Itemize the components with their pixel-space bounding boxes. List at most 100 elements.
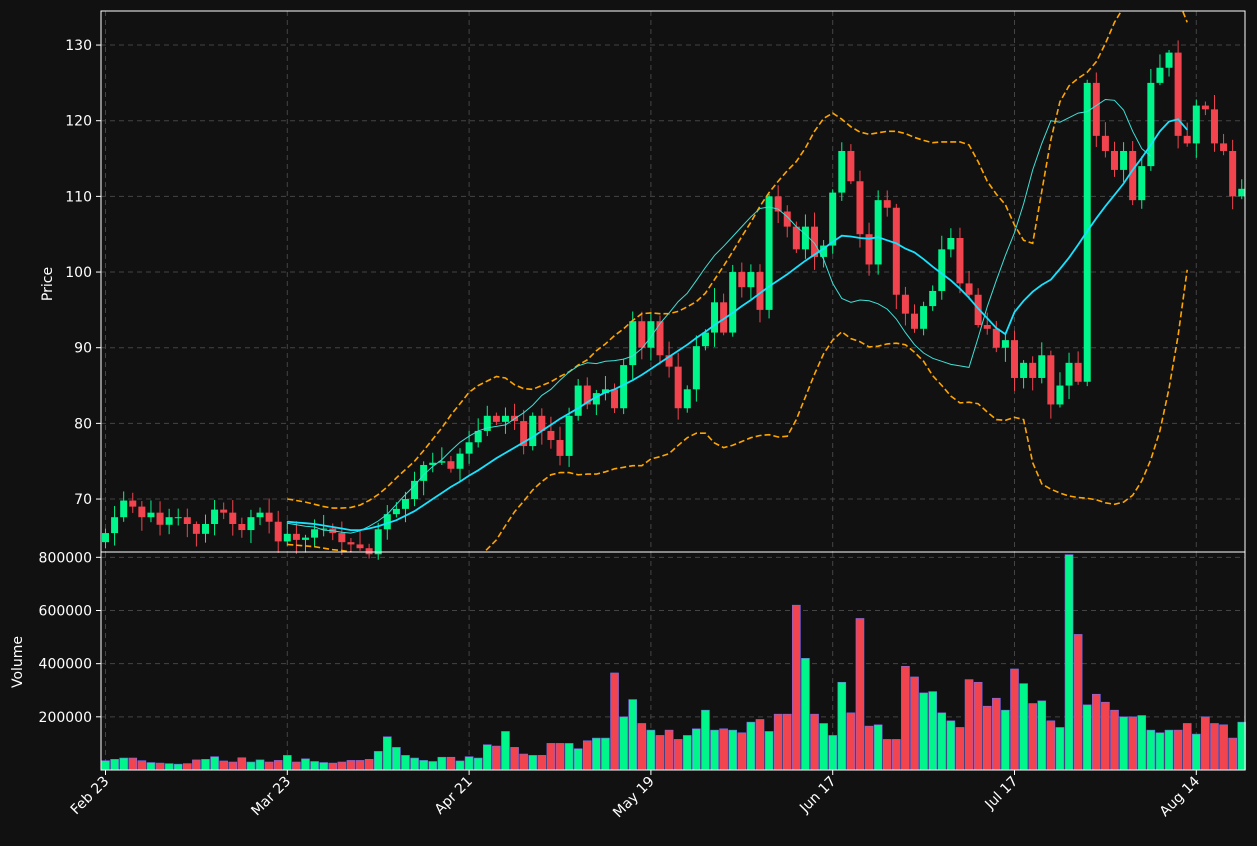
volume-bar — [337, 761, 347, 771]
candle-body — [274, 521, 282, 542]
volume-bar — [882, 739, 892, 771]
candle-body — [729, 272, 737, 333]
volume-bar — [755, 719, 765, 771]
volume-bar — [282, 755, 292, 771]
candle-body — [292, 533, 300, 540]
volume-bar — [1128, 716, 1137, 771]
price-tick-label: 90 — [74, 341, 92, 357]
volume-bar — [919, 692, 928, 771]
volume-bar — [582, 740, 592, 771]
candle-body — [1138, 166, 1146, 201]
candle-body — [720, 302, 728, 333]
volume-bar — [846, 712, 856, 771]
volume-bar — [246, 761, 256, 771]
volume-bar — [555, 743, 565, 771]
volume-bar — [1028, 703, 1037, 771]
volume-bar — [137, 760, 147, 771]
candle-body — [547, 430, 555, 441]
candle-body — [474, 430, 482, 443]
candle-body — [647, 321, 655, 348]
volume-bar — [773, 713, 783, 771]
candle-body — [565, 415, 573, 456]
volume-bar — [564, 743, 574, 771]
volume-bar — [110, 759, 119, 771]
candle-body — [1201, 105, 1209, 110]
candle-body — [192, 524, 200, 534]
volume-bar — [673, 739, 683, 771]
volume-bar — [164, 763, 174, 771]
price-axis-label: Price — [40, 267, 56, 301]
volume-bar — [664, 729, 674, 771]
volume-bar — [592, 737, 601, 771]
overlay-lines — [287, 11, 1188, 552]
volume-bar — [1192, 733, 1201, 771]
volume-bar — [964, 679, 974, 771]
candle-body — [811, 226, 819, 257]
candle-body — [356, 544, 364, 549]
volume-bar — [946, 720, 956, 771]
candle-body — [601, 389, 609, 394]
volume-bar — [1046, 720, 1056, 771]
candle-body — [438, 461, 446, 463]
candle-body — [138, 506, 146, 518]
volume-bar — [301, 758, 310, 771]
candle-body — [183, 517, 191, 525]
volume-bar — [501, 731, 510, 771]
candle-body — [256, 512, 264, 518]
volume-bar — [1037, 700, 1047, 771]
volume-bar — [1155, 732, 1165, 771]
candle-body — [501, 415, 509, 422]
volume-tick-label: 800000 — [39, 550, 92, 566]
candle-body — [401, 499, 409, 509]
candle-body — [529, 415, 537, 447]
volume-bar — [610, 672, 619, 771]
volume-bar — [1019, 683, 1028, 771]
candle-body — [374, 529, 382, 555]
volume-bar — [428, 761, 438, 771]
bollinger-upper-line — [287, 11, 1188, 509]
candle-body — [174, 517, 182, 519]
candle-body — [911, 313, 919, 329]
volume-bar — [382, 736, 392, 771]
candle-body — [301, 537, 309, 540]
candle-body — [847, 150, 855, 182]
volume-bar — [637, 723, 647, 771]
volume-bar — [401, 755, 410, 771]
volume-bar — [719, 728, 728, 771]
volume-bar — [728, 729, 738, 771]
volume-bar — [173, 763, 183, 771]
volume-y-ticks: 200000 400000 600000 800000 — [39, 550, 101, 726]
volume-bar — [655, 735, 665, 771]
candle-body — [1120, 150, 1128, 170]
volume-bar — [237, 757, 247, 771]
volume-bar — [682, 735, 692, 771]
candle-body — [920, 306, 928, 329]
volume-bar — [392, 747, 401, 771]
volume-bar — [910, 676, 919, 771]
candle-body — [929, 290, 937, 307]
volume-bar — [1219, 724, 1228, 771]
volume-bar — [1101, 701, 1110, 771]
volume-bar — [1228, 737, 1237, 771]
candle-body — [883, 200, 891, 208]
candle-body — [711, 302, 719, 333]
volume-bar — [1110, 709, 1119, 771]
candle-body — [674, 366, 682, 409]
candle-body — [156, 512, 164, 525]
volume-grid — [101, 552, 1245, 770]
volume-bar — [482, 744, 492, 771]
volume-bar — [692, 728, 701, 771]
volume-tick-label: 200000 — [39, 710, 92, 726]
volume-bar — [319, 762, 328, 771]
volume-bar — [855, 618, 865, 771]
candle-body — [538, 415, 546, 431]
candle-body — [638, 321, 646, 348]
volume-bar — [455, 760, 465, 771]
candle-body — [483, 415, 491, 431]
candle-body — [656, 321, 664, 356]
volume-bar — [1064, 554, 1074, 771]
volume-bar — [355, 760, 365, 771]
candle-body — [974, 294, 982, 326]
volume-tick-label: 600000 — [39, 603, 92, 619]
volume-bar — [737, 732, 747, 771]
